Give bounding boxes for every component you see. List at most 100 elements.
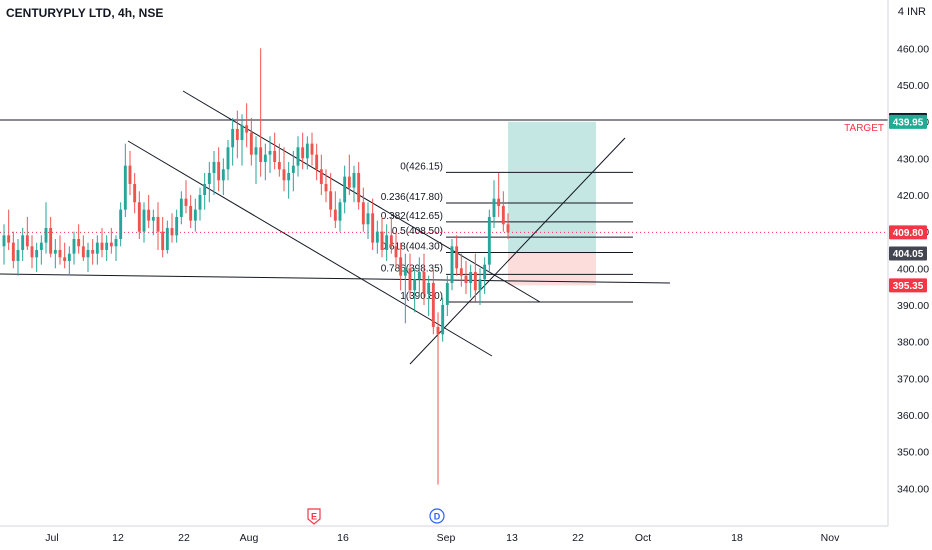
target-label: TARGET: [844, 123, 884, 134]
candle-body: [399, 257, 403, 276]
candle-body: [371, 213, 375, 243]
candle-body: [30, 246, 34, 258]
x-tick-label: Aug: [240, 532, 259, 544]
y-tick-label: 360.00: [897, 410, 929, 422]
candle-body: [198, 194, 202, 210]
candle-body: [156, 216, 160, 232]
candle-body: [361, 202, 365, 225]
fib-level-label: 0.236(417.80): [381, 192, 443, 203]
y-tick-label: 400.00: [897, 263, 929, 275]
y-tick-label: 460.00: [897, 43, 929, 55]
candle-body: [483, 264, 487, 280]
candle-body: [231, 128, 235, 148]
candle-body: [441, 304, 445, 335]
candle-body: [44, 227, 48, 243]
fib-level-label: 0.618(404.30): [381, 242, 443, 253]
fib-level-label: 0.5(408.50): [392, 226, 443, 237]
candle-body: [473, 271, 477, 291]
candle-body: [105, 242, 109, 250]
candle-body: [133, 183, 137, 203]
candle-body: [137, 202, 141, 232]
candle-body: [100, 242, 104, 250]
candle-body: [123, 165, 127, 210]
chart-title: CENTURYPLY LTD, 4h, NSE: [6, 6, 164, 20]
x-tick-label: Nov: [821, 532, 840, 544]
candle-body: [147, 209, 151, 221]
candle-body: [273, 150, 277, 162]
candle-body: [338, 202, 342, 221]
candle-body: [151, 216, 155, 221]
candle-body: [2, 235, 6, 247]
event-marker-letter: E: [311, 512, 317, 522]
candle-body: [403, 268, 407, 276]
earnings-marker-icon[interactable]: E: [307, 508, 321, 525]
candle-body: [459, 268, 463, 276]
candle-body: [375, 231, 379, 243]
candle-body: [501, 205, 505, 225]
candle-body: [21, 235, 25, 250]
candle-body: [413, 279, 417, 291]
candle-body: [310, 143, 314, 155]
candle-body: [221, 169, 225, 181]
profit-zone: [508, 121, 596, 254]
candle-body: [333, 209, 337, 221]
candle-body: [450, 246, 454, 283]
candle-body: [385, 235, 389, 250]
earnings-marker-shape: [307, 508, 321, 525]
candle-body: [305, 143, 309, 159]
candle-body: [189, 205, 193, 221]
loss-zone: [508, 253, 596, 286]
candle-body: [427, 282, 431, 294]
candle-body: [389, 235, 393, 247]
candle-body: [324, 183, 328, 192]
candle-body: [464, 275, 468, 283]
candle-body: [506, 224, 510, 233]
candle-body: [492, 198, 496, 217]
candle-body: [408, 268, 412, 291]
candle-body: [184, 198, 188, 206]
candle-body: [431, 282, 435, 327]
price-tag-label: 395.35: [893, 281, 924, 292]
currency-unit: 4 INR: [898, 6, 926, 18]
candle-body: [357, 172, 361, 203]
candle-body: [347, 176, 351, 188]
candle-body: [109, 242, 113, 247]
dividend-marker-icon[interactable]: D: [429, 508, 445, 524]
candle-body: [301, 147, 305, 159]
fibonacci-retracement[interactable]: 0(426.15) 0.236(417.80) 0.382(412.65) 0.5(4…: [381, 161, 633, 303]
candle-body: [16, 249, 20, 261]
candle-body: [81, 246, 85, 258]
fib-level-label: 0.786(398.35): [381, 263, 443, 274]
candle-body: [175, 216, 179, 236]
candle-body: [436, 326, 440, 335]
currency-label: INR: [907, 6, 926, 18]
x-tick-label: Jul: [45, 532, 58, 544]
candle-body: [39, 242, 43, 250]
fib-level-label: 0.382(412.65): [381, 211, 443, 222]
candle-body: [86, 249, 90, 258]
channel-upper-line: [182, 90, 541, 303]
ascending-trend-line: [409, 137, 626, 365]
candle-body: [487, 216, 491, 265]
candle-body: [497, 198, 501, 206]
candle-body: [394, 246, 398, 258]
candle-body: [35, 249, 39, 258]
candle-body: [212, 161, 216, 173]
candle-body: [91, 249, 95, 254]
candle-body: [63, 257, 67, 261]
y-tick-label: 420.00: [897, 190, 929, 202]
candle-body: [142, 209, 146, 232]
y-tick-label: 390.00: [897, 300, 929, 312]
x-tick-label: 13: [506, 532, 518, 544]
candle-body: [170, 227, 174, 236]
channel-lower-line: [127, 140, 493, 357]
trend-lines[interactable]: TARGET: [0, 90, 888, 365]
y-tick-label: 450.00: [897, 80, 929, 92]
scale-icon: 4: [897, 6, 908, 18]
candle-body: [240, 125, 244, 140]
x-tick-label: 16: [337, 532, 349, 544]
long-position-tool[interactable]: [508, 121, 596, 286]
